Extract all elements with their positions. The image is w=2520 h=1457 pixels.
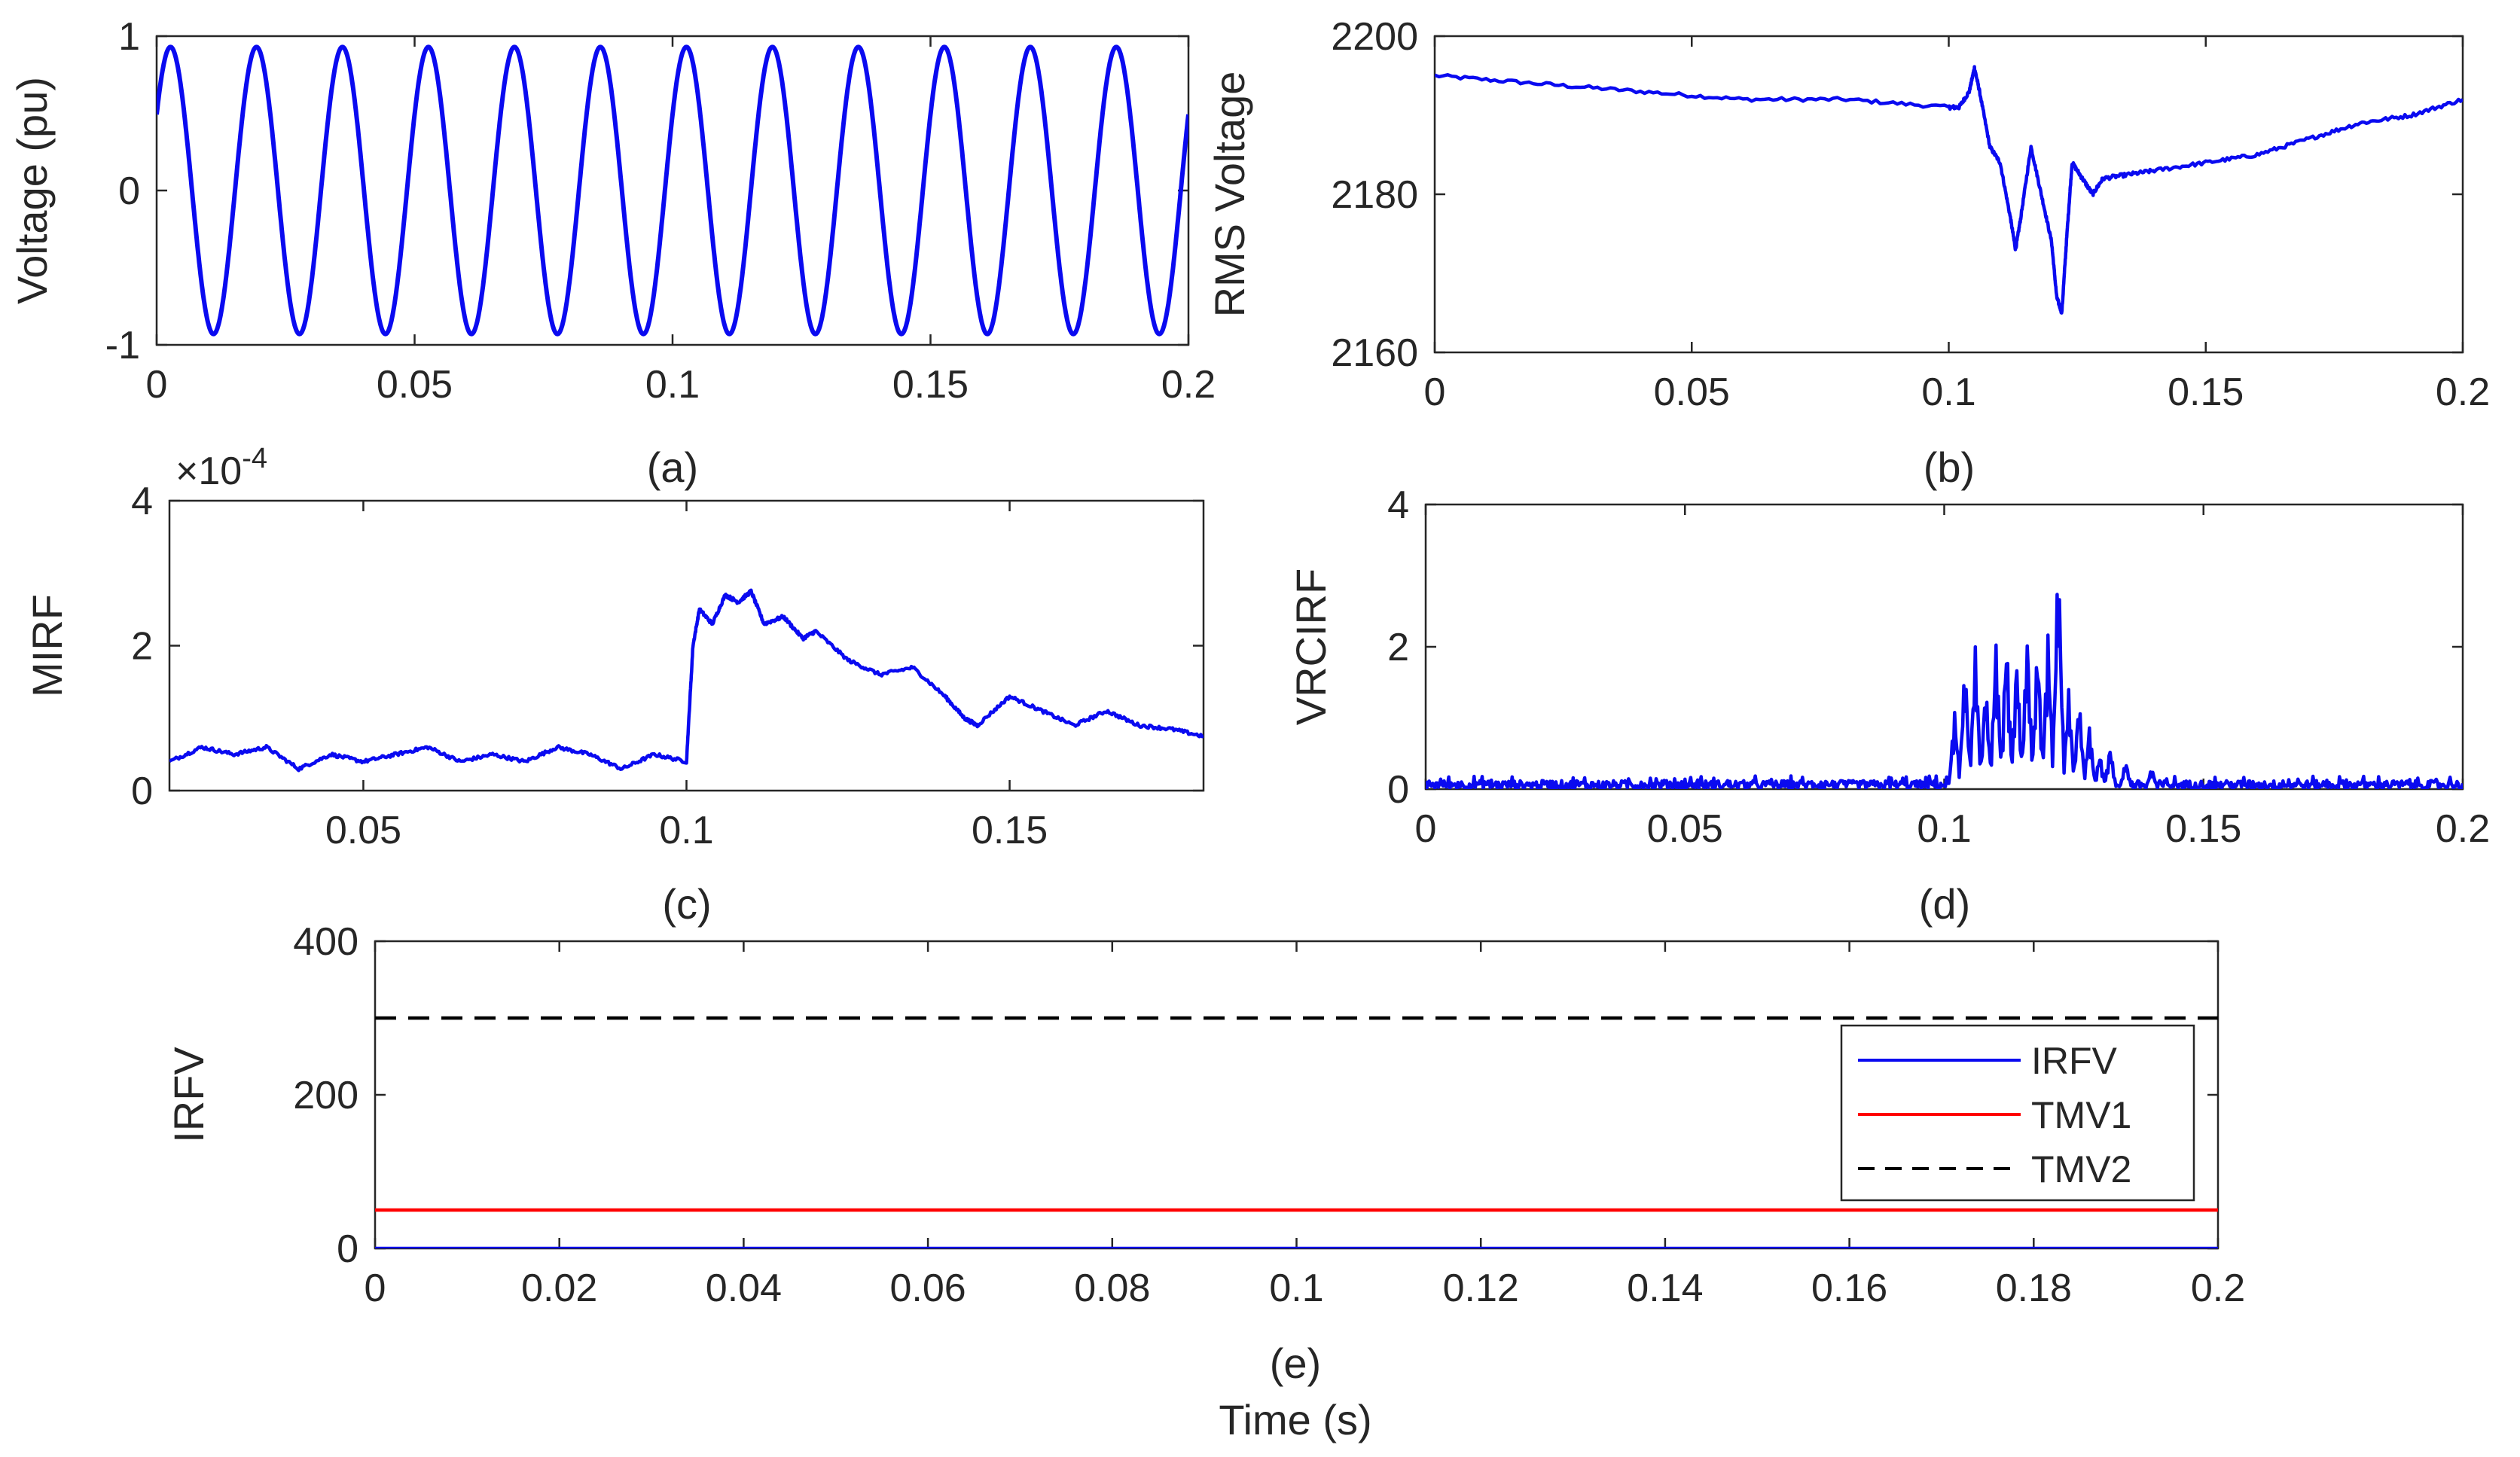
x-tick-label: 0.05 xyxy=(325,809,401,852)
x-tick-label: 0.05 xyxy=(377,363,453,407)
panel-caption: (e) xyxy=(1270,1340,1321,1387)
y-tick-label: 2200 xyxy=(1331,15,1418,59)
x-axis-label: Time (s) xyxy=(1219,1396,1371,1443)
panel-caption: (b) xyxy=(1924,444,1975,491)
series-line-vrcirf xyxy=(1426,593,2463,789)
y-tick-label: 4 xyxy=(1387,483,1409,527)
panel-caption: (d) xyxy=(1919,880,1970,928)
series-line-rms-voltage xyxy=(1435,65,2463,315)
x-tick-label: 0 xyxy=(365,1266,386,1310)
y-tick-label: 0 xyxy=(118,169,140,213)
x-tick-label: 0.05 xyxy=(1654,370,1730,414)
plot-area xyxy=(1424,503,2464,791)
x-tick-label: 0.15 xyxy=(972,809,1048,852)
x-tick-label: 0 xyxy=(1415,807,1437,851)
x-tick-label: 0 xyxy=(1424,370,1446,414)
y-tick-label: 2 xyxy=(1387,626,1409,669)
y-tick-label: 0 xyxy=(1387,768,1409,812)
series-line-mirf xyxy=(169,588,1204,773)
y-tick-label: 1 xyxy=(118,15,140,59)
y-axis-label: VRCIRF xyxy=(1287,568,1335,725)
exponent-label: ×10-4 xyxy=(175,443,267,493)
y-tick-label: 2 xyxy=(131,625,153,669)
x-tick-label: 0.2 xyxy=(2436,370,2490,414)
x-tick-label: 0.16 xyxy=(1811,1266,1887,1310)
x-tick-label: 0.2 xyxy=(2191,1266,2245,1310)
y-tick-label: 0 xyxy=(131,770,153,813)
x-tick-label: 0.1 xyxy=(1917,807,1971,851)
x-tick-label: 0.12 xyxy=(1443,1266,1519,1310)
panel-b: 0 0.05 0.1 0.15 0.2 2160 2180 2200 RMS Voltage (b… xyxy=(1206,15,2490,491)
y-axis-label: RMS Voltage xyxy=(1206,72,1253,318)
y-tick-label: 4 xyxy=(131,480,153,523)
x-tick-label: 0.1 xyxy=(645,363,700,407)
x-tick-label: 0.1 xyxy=(659,809,713,852)
y-tick-label: 2180 xyxy=(1331,173,1418,217)
x-tick-label: 0.04 xyxy=(706,1266,782,1310)
x-tick-label: 0.15 xyxy=(892,363,969,407)
x-tick-label: 0.05 xyxy=(1647,807,1723,851)
y-tick-label: 400 xyxy=(293,920,358,964)
panel-c: 0.05 0.1 0.15 0 2 4 MIRF (c) ×10-4 xyxy=(23,443,1205,928)
y-axis-label: Voltage (pu) xyxy=(8,77,56,304)
x-tick-label: 0.1 xyxy=(1921,370,1975,414)
panel-d: 0 0.05 0.1 0.15 0.2 0 2 4 VRCIRF (d) xyxy=(1287,483,2490,928)
legend-label-tmv2: TMV2 xyxy=(2031,1148,2131,1190)
panel-e: 0 0.02 0.04 0.06 0.08 0.1 0.12 0.14 0.16 0.18 0.2 0… xyxy=(165,920,2245,1443)
x-tick-label: 0.08 xyxy=(1074,1266,1150,1310)
y-axis-label: MIRF xyxy=(23,594,71,697)
legend: IRFV TMV1 TMV2 xyxy=(1840,1024,2195,1202)
y-tick-label: 200 xyxy=(293,1074,358,1117)
x-tick-label: 0.15 xyxy=(2168,370,2244,414)
y-tick-label: -1 xyxy=(105,324,140,367)
y-axis-label: IRFV xyxy=(165,1047,212,1143)
x-tick-label: 0 xyxy=(146,363,168,407)
plot-area xyxy=(155,35,1190,346)
x-tick-label: 0.18 xyxy=(1996,1266,2072,1310)
y-tick-label: 0 xyxy=(337,1227,358,1271)
legend-label-irfv: IRFV xyxy=(2031,1040,2118,1082)
x-tick-label: 0.14 xyxy=(1627,1266,1703,1310)
x-tick-label: 0.1 xyxy=(1269,1266,1323,1310)
panel-caption: (c) xyxy=(662,880,711,928)
x-tick-label: 0.2 xyxy=(2436,807,2490,851)
y-tick-label: 2160 xyxy=(1331,331,1418,375)
x-tick-label: 0.15 xyxy=(2165,807,2241,851)
x-tick-label: 0.2 xyxy=(1161,363,1216,407)
x-tick-label: 0.06 xyxy=(889,1266,966,1310)
panel-caption: (a) xyxy=(647,444,698,491)
legend-label-tmv1: TMV1 xyxy=(2031,1094,2131,1136)
x-tick-label: 0.02 xyxy=(521,1266,597,1310)
plot-area xyxy=(1433,35,2464,354)
series-line-voltage xyxy=(157,44,1188,337)
